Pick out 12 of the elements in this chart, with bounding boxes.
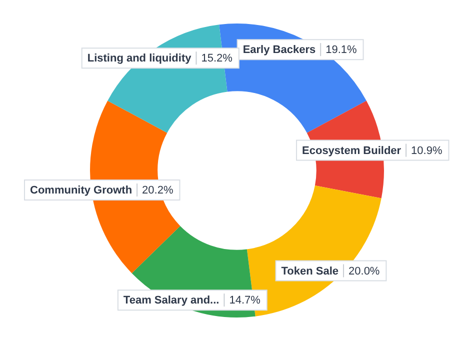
- slice-label: Listing and liquidity: [87, 52, 192, 65]
- data-label: 20.0%: [348, 265, 380, 278]
- slice-label: Community Growth: [30, 184, 132, 197]
- data-label: 10.9%: [411, 144, 442, 157]
- data-label: 20.2%: [142, 184, 174, 197]
- data-label: 14.7%: [229, 294, 261, 307]
- slice-label: Token Sale: [281, 265, 339, 278]
- slice-label: Early Backers: [242, 44, 316, 56]
- slice-label: Team Salary and...: [123, 294, 220, 307]
- slice-label: Ecosystem Builder: [302, 144, 402, 157]
- data-label: 19.1%: [326, 44, 357, 56]
- data-label: 15.2%: [201, 52, 233, 65]
